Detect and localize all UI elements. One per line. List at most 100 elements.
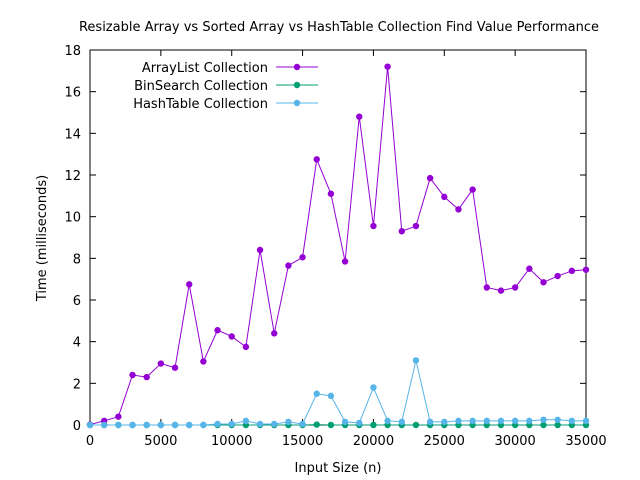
series-0 <box>86 63 590 428</box>
data-point <box>398 418 405 426</box>
data-point <box>582 266 590 273</box>
data-point <box>100 421 108 429</box>
x-tick-label: 15000 <box>282 434 323 449</box>
data-point <box>228 333 235 340</box>
data-point <box>554 272 561 280</box>
legend-label: HashTable Collection <box>133 97 268 112</box>
data-point <box>143 373 150 381</box>
data-point <box>200 358 207 365</box>
data-point <box>469 186 476 193</box>
data-point <box>441 418 448 426</box>
data-point <box>540 279 547 286</box>
data-point <box>554 416 561 423</box>
data-point <box>412 357 420 364</box>
data-point <box>242 417 250 425</box>
data-point <box>412 222 420 230</box>
x-tick-label: 10000 <box>211 434 252 449</box>
data-point <box>327 392 335 400</box>
data-point <box>568 267 576 275</box>
data-point <box>497 287 505 294</box>
data-point <box>214 327 221 334</box>
data-point <box>426 174 434 182</box>
data-point <box>256 246 264 254</box>
data-point <box>370 384 377 391</box>
axis-ticks: 0 5000 10000 15000 20000 25000 30000 35000 0 2 4 6 8… <box>64 44 606 449</box>
data-point <box>143 421 150 429</box>
legend: ArrayList Collection BinSearch Collection… <box>133 61 318 112</box>
series-line <box>89 66 587 426</box>
data-point <box>469 417 476 425</box>
data-point <box>327 190 335 197</box>
data-point <box>426 418 434 426</box>
data-point <box>271 330 278 337</box>
y-tick-label: 12 <box>64 169 81 184</box>
data-point <box>497 417 505 425</box>
x-tick-label: 0 <box>86 434 94 449</box>
series-layer <box>86 63 590 429</box>
data-point <box>455 206 462 213</box>
x-axis-title: Input Size (n) <box>295 461 382 476</box>
data-point <box>129 421 136 429</box>
x-tick-label: 25000 <box>424 434 465 449</box>
data-point <box>299 254 306 261</box>
y-tick-label: 10 <box>64 211 81 226</box>
data-point <box>285 262 292 269</box>
series-2 <box>86 357 590 429</box>
x-tick-label: 5000 <box>144 434 177 449</box>
data-point <box>171 421 179 429</box>
data-point <box>398 228 405 235</box>
data-point <box>483 284 490 291</box>
data-point <box>228 420 235 428</box>
data-point <box>370 222 377 230</box>
data-point <box>313 390 320 397</box>
y-tick-label: 8 <box>73 252 81 267</box>
data-point <box>285 418 292 426</box>
data-point <box>256 420 264 428</box>
data-point <box>554 421 561 429</box>
x-tick-label: 35000 <box>565 434 606 449</box>
x-tick-label: 30000 <box>494 434 535 449</box>
data-point <box>186 281 193 288</box>
data-point <box>412 421 420 429</box>
series-line <box>90 360 586 426</box>
data-point <box>327 421 335 429</box>
data-point <box>370 421 377 429</box>
x-tick-label: 20000 <box>353 434 394 449</box>
data-point <box>129 371 136 379</box>
data-point <box>341 418 349 426</box>
y-tick-label: 18 <box>64 44 81 59</box>
data-point <box>313 156 320 163</box>
data-point <box>186 421 193 429</box>
y-tick-label: 16 <box>64 86 81 101</box>
data-point <box>86 421 94 429</box>
data-point <box>115 421 122 429</box>
data-point <box>242 343 250 351</box>
data-point <box>171 364 179 371</box>
data-point <box>271 420 278 428</box>
y-tick-label: 0 <box>73 419 81 434</box>
data-point <box>356 419 363 427</box>
y-axis-title: Time (milliseconds) <box>35 175 50 302</box>
y-tick-label: 6 <box>73 294 81 309</box>
data-point <box>214 420 221 428</box>
data-point <box>526 265 533 272</box>
data-point <box>384 417 391 425</box>
data-point <box>341 258 349 265</box>
data-point <box>313 421 320 428</box>
legend-label: BinSearch Collection <box>134 79 268 94</box>
data-point <box>356 113 363 120</box>
y-tick-label: 14 <box>64 127 81 142</box>
data-point <box>582 417 590 425</box>
data-point <box>455 417 462 425</box>
data-point <box>441 193 448 201</box>
data-point <box>526 417 533 425</box>
data-point <box>157 421 165 429</box>
data-point <box>384 63 391 70</box>
chart-title: Resizable Array vs Sorted Array vs HashT… <box>79 20 599 35</box>
data-point <box>200 421 207 429</box>
data-point <box>299 420 306 428</box>
legend-marker <box>293 81 301 89</box>
y-tick-label: 2 <box>73 377 81 392</box>
